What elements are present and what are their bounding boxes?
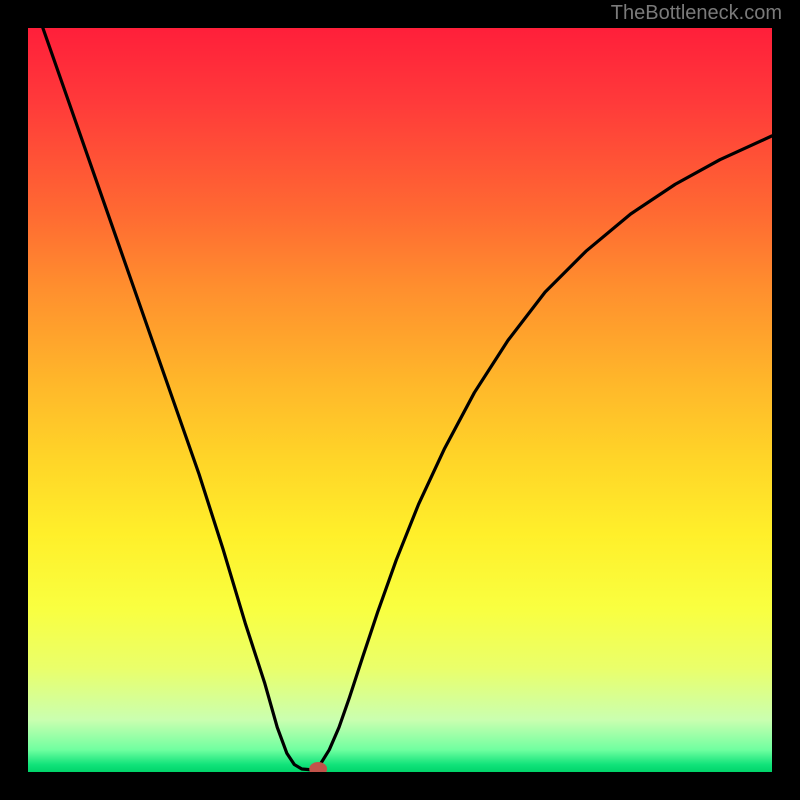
minimum-marker: [309, 762, 327, 772]
bottleneck-curve: [43, 28, 772, 770]
plot-area: [28, 28, 772, 772]
watermark-text: TheBottleneck.com: [611, 2, 782, 25]
curve-svg: [28, 28, 772, 772]
